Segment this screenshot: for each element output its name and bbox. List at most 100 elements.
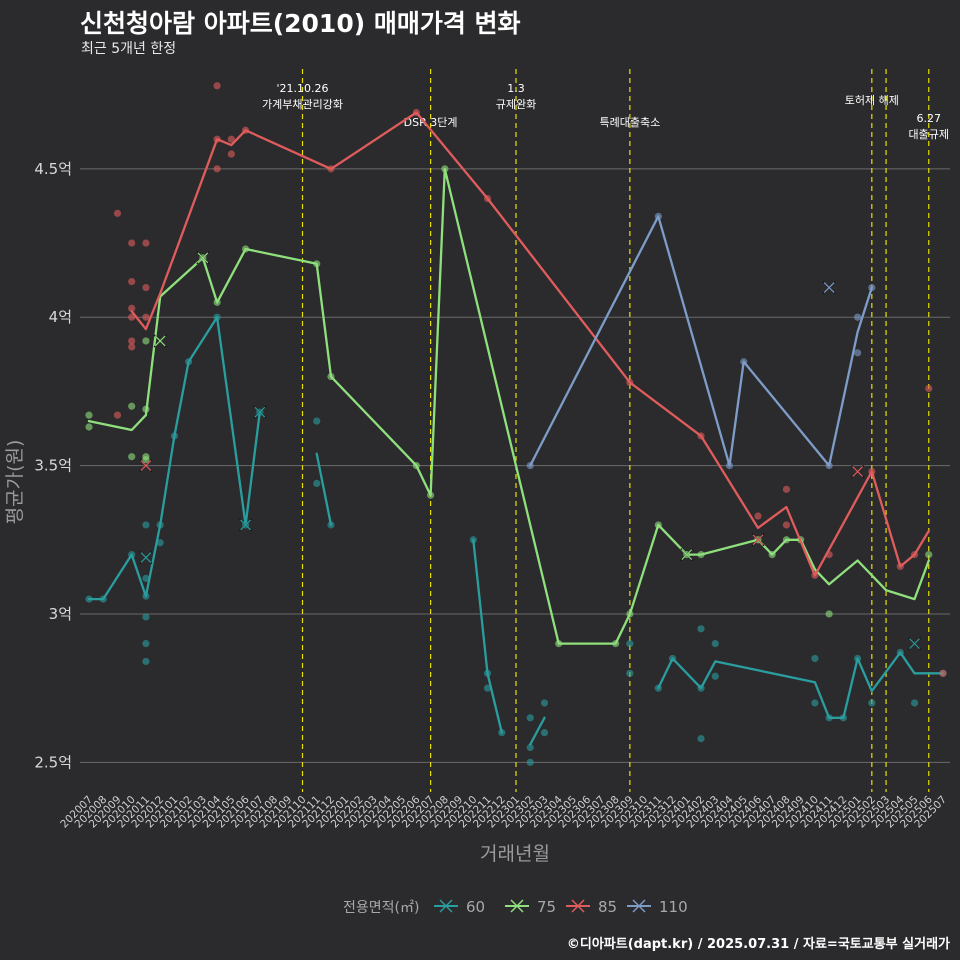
data-point bbox=[782, 485, 791, 493]
data-point bbox=[142, 613, 150, 621]
data-point bbox=[626, 669, 634, 677]
data-point bbox=[526, 714, 534, 722]
event-label: '21.10.26 bbox=[276, 82, 328, 95]
data-point bbox=[868, 699, 876, 707]
data-point bbox=[925, 551, 933, 559]
event-label: 대출규제 bbox=[909, 128, 949, 141]
data-point bbox=[128, 239, 136, 247]
data-point bbox=[313, 417, 321, 425]
legend: 전용면적(㎡) 60 75 85 110 bbox=[343, 898, 688, 916]
data-point bbox=[128, 304, 136, 312]
series-line bbox=[130, 111, 930, 577]
data-point bbox=[128, 453, 136, 461]
cross-marker-d bbox=[909, 638, 920, 650]
data-point bbox=[128, 278, 136, 286]
series-line bbox=[529, 215, 873, 467]
event-label: 1.3 bbox=[507, 82, 525, 95]
legend-label: 60 bbox=[466, 898, 485, 916]
series-layer bbox=[85, 82, 947, 766]
data-point bbox=[113, 209, 122, 217]
cross-marker-d bbox=[852, 466, 864, 477]
series-line bbox=[529, 716, 546, 746]
legend-key-x2 bbox=[571, 899, 585, 913]
series-60 bbox=[85, 313, 947, 766]
event-label: 특례대출축소 bbox=[599, 116, 660, 129]
grid-lines bbox=[80, 168, 950, 763]
cross-marker-d bbox=[197, 252, 209, 264]
event-label: 6.27 bbox=[917, 112, 942, 125]
series-line bbox=[657, 651, 945, 719]
event-label: 가계부채관리강화 bbox=[262, 98, 343, 111]
chart-title: 신천청아람 아파트(2010) 매매가격 변화 bbox=[80, 9, 521, 38]
data-point bbox=[142, 521, 150, 529]
data-point bbox=[540, 699, 549, 707]
data-point bbox=[754, 512, 762, 520]
data-point bbox=[540, 729, 549, 737]
legend-key-x2 bbox=[510, 899, 524, 913]
data-point bbox=[156, 539, 164, 547]
y-tick-label: 3억 bbox=[49, 605, 72, 623]
data-point bbox=[483, 684, 492, 692]
data-point bbox=[142, 283, 150, 292]
data-point bbox=[711, 640, 719, 648]
data-point bbox=[939, 669, 947, 677]
data-point bbox=[227, 150, 235, 158]
data-point bbox=[85, 411, 93, 419]
data-point bbox=[213, 165, 221, 173]
series-line bbox=[87, 167, 930, 645]
data-point bbox=[854, 349, 862, 357]
data-point bbox=[697, 625, 705, 633]
data-point bbox=[142, 456, 150, 464]
data-point bbox=[526, 758, 534, 766]
y-tick-label: 2.5억 bbox=[34, 753, 72, 771]
data-point bbox=[142, 337, 150, 345]
data-point bbox=[142, 657, 150, 666]
y-tick-label: 4억 bbox=[49, 308, 72, 326]
event-label: DSR 3단계 bbox=[404, 116, 458, 129]
series-line bbox=[472, 538, 503, 734]
data-point bbox=[626, 640, 634, 648]
series-line bbox=[315, 452, 333, 527]
series-75 bbox=[85, 165, 933, 648]
data-point bbox=[128, 313, 136, 321]
data-point bbox=[128, 343, 136, 351]
x-axis: 2020072020082020092020102020112020122021… bbox=[58, 793, 949, 830]
cross-marker-d bbox=[140, 552, 152, 564]
data-point bbox=[142, 574, 150, 582]
cross-marker-d bbox=[140, 460, 152, 472]
legend-key-x2 bbox=[439, 899, 453, 913]
data-point bbox=[910, 699, 919, 707]
data-point bbox=[782, 521, 791, 529]
source-caption: ©디아파트(dapt.kr) / 2025.07.31 / 자료=국토교통부 실… bbox=[566, 937, 950, 952]
legend-label: 85 bbox=[598, 898, 617, 916]
cross-marker-d bbox=[823, 282, 835, 293]
data-point bbox=[142, 313, 150, 321]
cross-marker-d bbox=[681, 549, 693, 561]
data-point bbox=[128, 402, 136, 410]
x-axis-title: 거래년월 bbox=[480, 843, 550, 865]
event-label: 토허제 해제 bbox=[845, 93, 899, 107]
data-point bbox=[854, 313, 862, 321]
legend-title: 전용면적(㎡) bbox=[343, 900, 419, 916]
data-point bbox=[925, 384, 933, 393]
data-point bbox=[85, 423, 93, 431]
series-line bbox=[87, 316, 261, 601]
y-axis: 2.5억 3억 3.5억 4억 4.5억 bbox=[34, 160, 72, 771]
data-point bbox=[142, 640, 150, 648]
series-110 bbox=[526, 212, 876, 470]
data-point bbox=[825, 610, 833, 618]
data-point bbox=[313, 479, 321, 487]
chart-subtitle: 최근 5개년 한정 bbox=[81, 41, 177, 57]
cross-marker-d bbox=[240, 519, 251, 531]
cross-marker-d bbox=[154, 335, 166, 347]
y-tick-label: 3.5억 bbox=[34, 457, 72, 475]
cross-marker-d bbox=[254, 406, 266, 418]
data-point bbox=[113, 411, 122, 419]
cross-marker-d bbox=[752, 534, 764, 546]
data-point bbox=[711, 672, 719, 680]
legend-key-x2 bbox=[632, 899, 646, 913]
legend-label: 110 bbox=[659, 898, 688, 916]
y-axis-title: 평균가(원) bbox=[4, 440, 26, 525]
data-point bbox=[227, 135, 235, 143]
